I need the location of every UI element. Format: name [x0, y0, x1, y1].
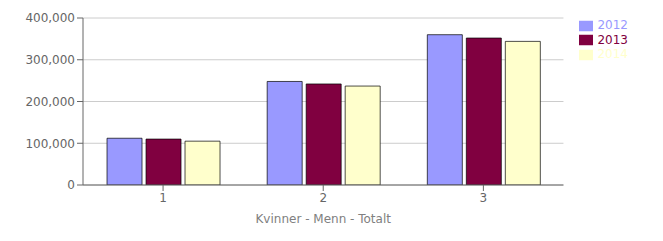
svg-text:Kvinner - Menn - Totalt: Kvinner - Menn - Totalt [256, 212, 392, 226]
svg-text:3: 3 [480, 191, 488, 205]
svg-text:400,000: 400,000 [25, 11, 75, 25]
html-text:2014: 2014 [597, 47, 628, 61]
svg-text:2: 2 [319, 191, 327, 205]
svg-text:0: 0 [67, 178, 75, 192]
svg-text:1: 1 [159, 191, 167, 205]
html-text:2012: 2012 [597, 18, 628, 32]
svg-text:100,000: 100,000 [25, 137, 75, 151]
svg-text:300,000: 300,000 [25, 53, 75, 67]
html-text:2013: 2013 [597, 32, 628, 47]
svg-text:200,000: 200,000 [25, 95, 75, 109]
